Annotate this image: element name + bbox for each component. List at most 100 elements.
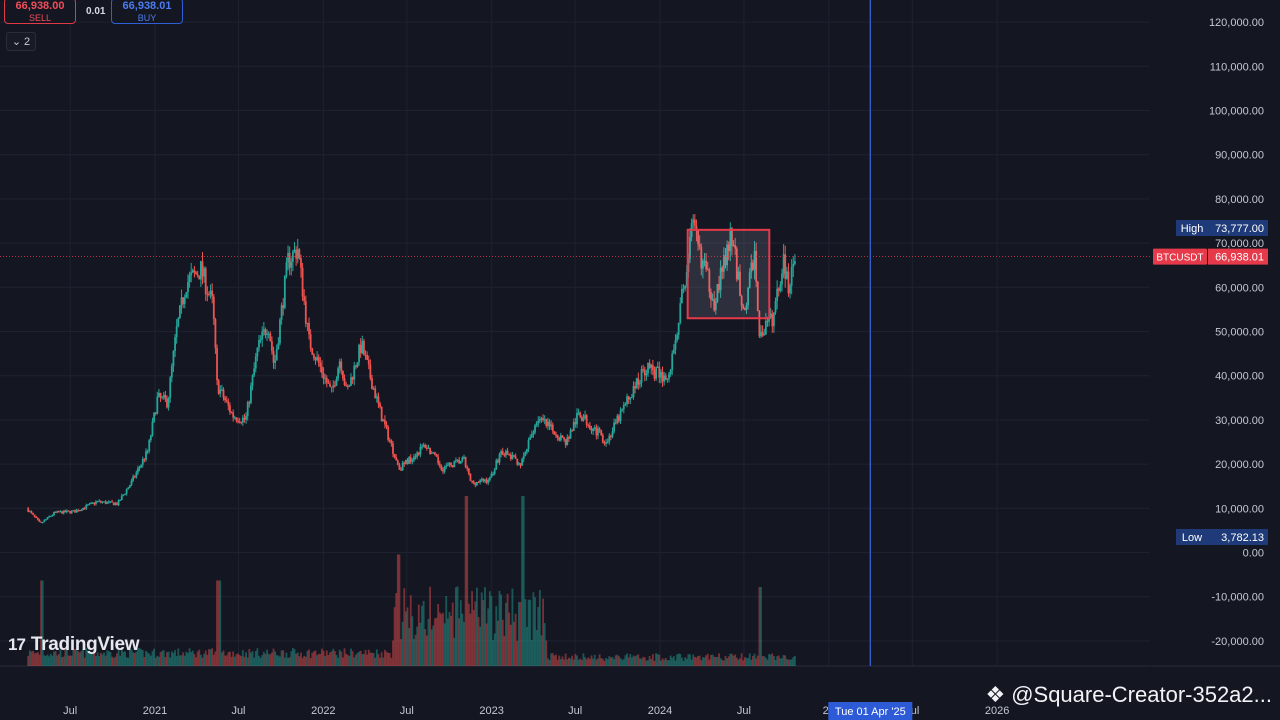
candle-body <box>240 422 243 424</box>
low-label: Low <box>1182 532 1202 544</box>
candle-body <box>703 260 706 262</box>
candle-body <box>563 437 565 440</box>
candle-body <box>135 472 138 477</box>
candle-body <box>651 364 654 371</box>
volume-bar <box>666 660 669 666</box>
volume-bar <box>422 600 425 666</box>
volume-bar <box>464 496 467 666</box>
candle-body <box>495 460 498 470</box>
candle-body <box>382 419 385 422</box>
volume-bar <box>306 650 309 666</box>
volume-bar <box>158 656 160 666</box>
candle-body <box>143 459 146 461</box>
time-axis[interactable]: Jul2021Jul2022Jul2023Jul2024Jul20Jul2026… <box>63 702 1009 720</box>
candle-body <box>101 502 104 504</box>
volume-bar <box>748 653 751 666</box>
candle-body <box>56 511 59 513</box>
watermark-text: @Square-Creator-352a2... <box>1011 682 1272 707</box>
buy-label: BUY <box>137 13 157 23</box>
candle-body <box>279 319 281 344</box>
candle-body <box>442 470 444 472</box>
candle-body <box>127 487 130 490</box>
candle-body <box>243 417 246 420</box>
volume-bar <box>700 660 703 666</box>
candle-body <box>764 320 767 335</box>
volume-bar <box>776 656 779 666</box>
candle-body <box>208 293 210 295</box>
candle-body <box>503 454 506 456</box>
volume-bar <box>271 652 273 666</box>
volume-bar <box>677 653 680 666</box>
volume-bar <box>782 655 785 666</box>
volume-bar <box>406 607 409 666</box>
candle-body <box>543 419 546 421</box>
candle-body <box>229 405 231 413</box>
candle-body <box>558 437 561 441</box>
candle-body <box>629 397 632 400</box>
time-tick-label: Jul <box>737 705 751 717</box>
tradingview-logo-mark: 17 <box>8 635 26 654</box>
candle-body <box>773 312 775 327</box>
candle-body <box>469 473 472 481</box>
candle-body <box>710 291 712 300</box>
volume-bar <box>719 658 722 666</box>
volume-bar <box>427 618 430 666</box>
volume-bar <box>600 658 603 666</box>
volume-bar <box>90 651 93 666</box>
volume-bar <box>784 655 787 666</box>
volume-bar <box>793 655 796 666</box>
volume-bar <box>676 654 678 666</box>
high-label: High <box>1181 223 1204 235</box>
volume-bar <box>64 648 67 666</box>
candle-body <box>553 431 556 435</box>
candle-body <box>611 431 614 437</box>
volume-bar <box>138 648 141 666</box>
candle-body <box>130 480 133 486</box>
buy-button[interactable]: 66,938.01 BUY <box>111 0 183 24</box>
candle-body <box>743 308 746 311</box>
volume-bar <box>300 652 302 666</box>
volume-bar <box>559 659 562 666</box>
volume-bar <box>616 654 619 666</box>
volume-bar <box>350 648 352 666</box>
volume-bar <box>392 640 394 666</box>
volume-bar <box>222 650 225 666</box>
candle-body <box>227 401 230 406</box>
candle-body <box>501 451 504 455</box>
volume-bar <box>503 635 506 666</box>
volume-bar <box>668 660 670 666</box>
order-quantity[interactable]: 0.01 <box>86 6 106 17</box>
sell-button[interactable]: 66,938.00 SELL <box>4 0 76 24</box>
candle-body <box>322 373 325 379</box>
candle-body <box>776 288 779 302</box>
price-axis[interactable]: 120,000.00 110,000.00 100,000.00 90,000.00 8… <box>1153 17 1268 648</box>
volume-bar <box>172 652 175 666</box>
candle-body <box>32 512 34 515</box>
candle-body <box>445 465 448 468</box>
candle-body <box>526 448 528 453</box>
volume-bar <box>206 654 209 666</box>
candle-body <box>429 447 431 454</box>
candle-body <box>679 303 682 323</box>
volume-bar <box>388 652 391 666</box>
volume-bar <box>99 652 102 666</box>
volume-bar <box>43 655 46 666</box>
low-value-bg <box>1208 529 1268 545</box>
volume-bar <box>80 650 83 666</box>
volume-bar <box>41 580 44 666</box>
candle-body <box>327 382 330 384</box>
collapse-toggle[interactable]: ⌄ 2 <box>6 32 36 51</box>
candle-body <box>421 446 423 448</box>
volume-bar <box>511 588 514 666</box>
candle-body <box>187 281 189 293</box>
candle-body <box>374 388 377 399</box>
volume-bar <box>642 656 645 666</box>
volume-bar <box>396 554 399 666</box>
volume-bar <box>198 649 201 666</box>
volume-bar <box>496 620 499 666</box>
volume-bar <box>188 648 191 666</box>
volume-bar <box>290 651 293 666</box>
volume-bar <box>614 655 617 666</box>
candle-body <box>125 489 128 494</box>
